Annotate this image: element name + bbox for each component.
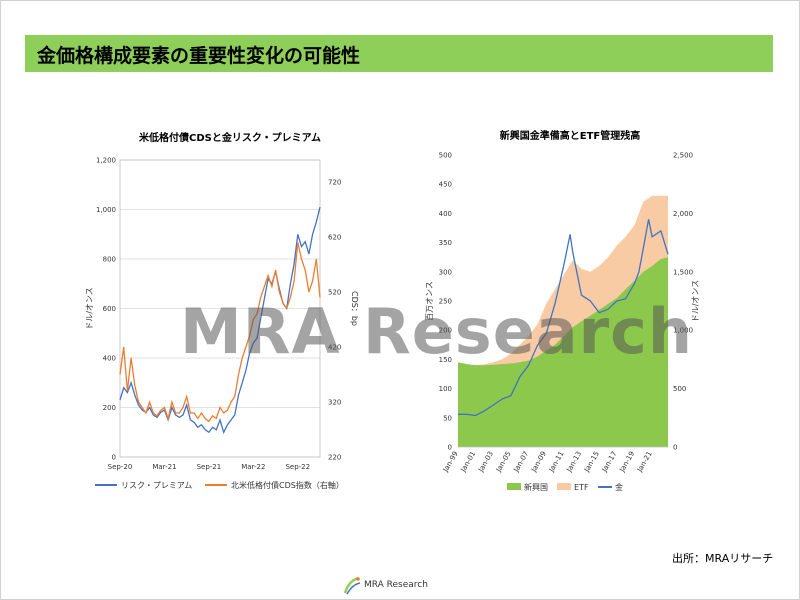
y-tick-label: 800 xyxy=(103,256,116,264)
x-tick-label: Jan-17 xyxy=(600,450,619,474)
y2-tick-label: 220 xyxy=(328,454,341,462)
x-tick-label: Jan-21 xyxy=(635,450,654,474)
y-tick-label: 100 xyxy=(439,385,452,393)
y-tick-label: 0 xyxy=(448,444,452,452)
y2-tick-label: 520 xyxy=(328,289,341,297)
series-line-gold xyxy=(458,219,669,417)
legend-label: リスク・プレミアム xyxy=(121,481,192,490)
y-tick-label: 500 xyxy=(439,152,452,160)
y-tick-label: 50 xyxy=(443,414,452,422)
legend-swatch xyxy=(557,483,571,490)
x-tick-label: Sep-21 xyxy=(197,463,222,471)
legend-label: 新興国 xyxy=(524,482,548,492)
x-tick-label: Jan-07 xyxy=(512,450,531,474)
y-tick-label: 200 xyxy=(439,327,452,335)
y2-tick-label: 2,000 xyxy=(673,210,693,218)
legend-swatch xyxy=(507,483,521,490)
legend-label: 北米低格付債CDS指数（右軸） xyxy=(231,480,344,490)
chart-em-gold-reserves-etf: 新興国金準備高とETF管理残高 0 50 100 150 200 250 300 350 400 4… xyxy=(425,129,700,492)
y2-tick-label: 2,500 xyxy=(673,152,693,160)
x-tick-label: Sep-20 xyxy=(108,463,133,471)
y-tick-label: 450 xyxy=(439,181,452,189)
legend-label: ETF xyxy=(574,483,589,492)
slide-title: 金価格構成要素の重要性変化の可能性 xyxy=(37,45,361,67)
y-tick-label: 1,000 xyxy=(96,206,116,214)
y-tick-label: 0 xyxy=(112,454,116,462)
y2-axis-label: ドル/オンス xyxy=(691,280,700,323)
y-tick-label: 200 xyxy=(103,404,116,412)
x-tick-label: Mar-22 xyxy=(241,463,265,471)
source-note: 出所：MRAリサーチ xyxy=(672,552,774,565)
y2-tick-label: 500 xyxy=(673,385,686,393)
chart-risk-premium-cds: 米低格付債CDSと金リスク・プレミアム 0 200 400 600 800 1,000 1,2… xyxy=(85,131,359,490)
x-tick-label: Jan-05 xyxy=(494,450,513,474)
y-axis-label: ドル/オンス xyxy=(85,287,94,330)
x-tick-label: Jan-13 xyxy=(565,450,584,474)
y-tick-label: 400 xyxy=(103,355,116,363)
y-tick-label: 250 xyxy=(439,298,452,306)
y-tick-label: 350 xyxy=(439,239,452,247)
footer-logo: MRA Research xyxy=(342,575,462,597)
x-tick-label: Jan-99 xyxy=(441,450,460,474)
y2-tick-label: 1,500 xyxy=(673,268,693,276)
y2-tick-label: 420 xyxy=(328,344,341,352)
x-tick-label: Jan-19 xyxy=(618,450,637,474)
y2-tick-label: 0 xyxy=(673,444,677,452)
chart-title: 米低格付債CDSと金リスク・プレミアム xyxy=(139,131,321,144)
x-tick-label: Jan-11 xyxy=(547,450,566,474)
brand-swoosh-icon xyxy=(343,576,361,595)
y-axis-label: 百万オンス xyxy=(425,281,434,321)
legend-label: 金 xyxy=(615,482,623,492)
plot-frame xyxy=(119,159,321,458)
footer-brand: MRA Research xyxy=(364,580,428,590)
y-tick-label: 1,200 xyxy=(96,157,116,165)
x-tick-label: Mar-21 xyxy=(152,463,176,471)
chart-title: 新興国金準備高とETF管理残高 xyxy=(500,129,640,142)
y-tick-label: 300 xyxy=(439,268,452,276)
x-tick-label: Jan-15 xyxy=(582,450,601,474)
y2-tick-label: 620 xyxy=(328,234,341,242)
y-tick-label: 600 xyxy=(103,305,116,313)
y-tick-label: 400 xyxy=(439,210,452,218)
x-tick-label: Jan-09 xyxy=(529,450,548,474)
y2-tick-label: 320 xyxy=(328,399,341,407)
series-line-1 xyxy=(119,242,321,423)
series-area-em xyxy=(458,257,668,447)
y-tick-label: 150 xyxy=(439,356,452,364)
title-bar: 金価格構成要素の重要性変化の可能性 xyxy=(25,35,773,72)
x-tick-label: Jan-03 xyxy=(476,450,495,474)
x-tick-label: Sep-22 xyxy=(285,463,310,471)
series-line-0 xyxy=(119,206,321,435)
y2-tick-label: 720 xyxy=(328,179,341,187)
x-tick-label: Jan-01 xyxy=(459,450,478,474)
y2-tick-label: 1,000 xyxy=(673,327,693,335)
y2-axis-label: CDS：bp xyxy=(350,291,359,326)
